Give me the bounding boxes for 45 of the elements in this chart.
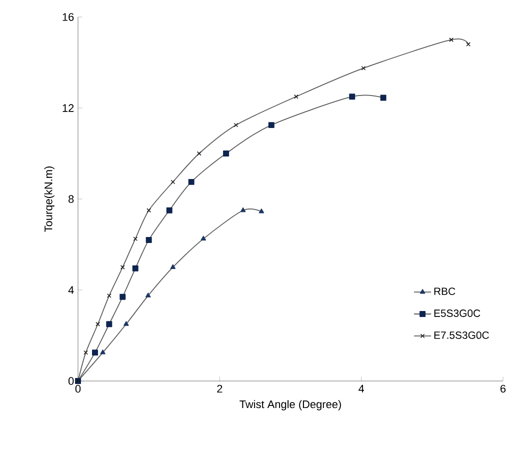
x-tick-label: 0 bbox=[75, 384, 81, 393]
point bbox=[100, 350, 106, 354]
x-axis-title: Twist Angle (Degree) bbox=[240, 400, 341, 410]
point bbox=[258, 208, 264, 214]
point bbox=[294, 94, 298, 99]
legend-label: E7.5S3G0C bbox=[434, 331, 489, 339]
legend-label: E5S3G0C bbox=[434, 310, 480, 317]
point bbox=[349, 94, 356, 100]
point bbox=[120, 265, 125, 270]
point bbox=[200, 236, 206, 241]
point bbox=[166, 207, 172, 214]
y-tick-label: 16 bbox=[62, 13, 74, 21]
point bbox=[146, 208, 152, 213]
y-tick-label: 8 bbox=[68, 195, 74, 203]
legend-label: RBC bbox=[434, 288, 456, 296]
point bbox=[106, 293, 112, 298]
point bbox=[449, 38, 454, 42]
y-tick-label: 0 bbox=[68, 377, 74, 385]
point bbox=[188, 178, 194, 185]
point bbox=[146, 236, 152, 243]
point bbox=[268, 122, 274, 128]
point bbox=[223, 150, 230, 156]
point bbox=[170, 264, 176, 269]
point bbox=[380, 94, 386, 101]
point bbox=[124, 321, 129, 326]
point bbox=[234, 122, 238, 128]
point bbox=[92, 350, 98, 356]
x-tick-label: 4 bbox=[358, 384, 364, 392]
y-tick-label: 4 bbox=[68, 286, 74, 294]
point bbox=[96, 322, 100, 326]
point bbox=[170, 180, 176, 184]
point bbox=[132, 265, 138, 272]
point bbox=[133, 236, 138, 242]
x-tick-label: 2 bbox=[217, 384, 222, 393]
point bbox=[120, 294, 126, 300]
x-tick-label: 6 bbox=[500, 384, 506, 393]
point bbox=[145, 292, 151, 298]
y-axis-title: Tourqe(kN.m) bbox=[44, 166, 54, 232]
point bbox=[106, 321, 112, 328]
point bbox=[84, 350, 88, 355]
point bbox=[361, 66, 366, 70]
point bbox=[466, 42, 471, 47]
point bbox=[240, 207, 246, 212]
point bbox=[196, 151, 202, 156]
y-tick-label: 12 bbox=[62, 104, 74, 112]
